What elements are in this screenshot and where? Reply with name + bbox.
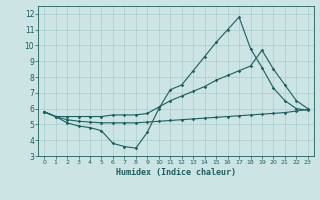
X-axis label: Humidex (Indice chaleur): Humidex (Indice chaleur) bbox=[116, 168, 236, 177]
